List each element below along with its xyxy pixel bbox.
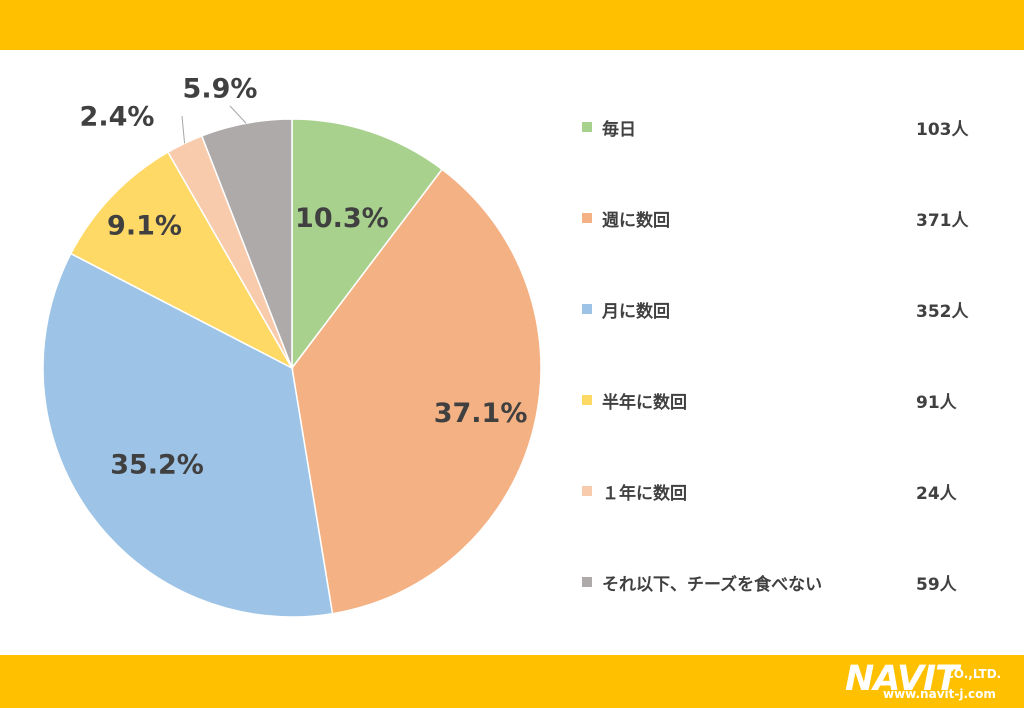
- legend-label: 週に数回: [602, 211, 670, 231]
- data-label-several-times-week: 37.1%: [434, 398, 528, 429]
- top-banner: [0, 0, 1024, 50]
- bottom-banner: [0, 655, 1024, 708]
- legend-item-several-times-month: 月に数回 352人: [582, 295, 982, 323]
- data-label-several-times-month: 35.2%: [110, 450, 204, 481]
- legend-item-daily: 毎日 103人: [582, 113, 982, 141]
- data-label-daily: 10.3%: [295, 203, 389, 234]
- data-label-less-or-never: 5.9%: [183, 74, 258, 105]
- legend-swatch: [582, 486, 592, 496]
- legend-swatch: [582, 304, 592, 314]
- legend-swatch: [582, 395, 592, 405]
- legend-label: 半年に数回: [602, 393, 687, 413]
- legend-item-several-times-week: 週に数回 371人: [582, 204, 982, 232]
- pie-slice-several-times-half-year: [69, 151, 294, 370]
- legend-label: 月に数回: [602, 302, 670, 322]
- leader-line-several-times-year: [181, 115, 186, 144]
- data-label-several-times-half-year: 9.1%: [107, 210, 182, 241]
- legend-count: 91人: [916, 393, 957, 413]
- legend-count: 103人: [916, 120, 969, 140]
- navit-logo: NAVIT CO.,LTD. www.navit-j.com: [845, 659, 1020, 705]
- legend-label: １年に数回: [602, 484, 687, 504]
- legend-item-several-times-half-year: 半年に数回 91人: [582, 386, 982, 414]
- legend-item-several-times-year: １年に数回 24人: [582, 477, 982, 505]
- legend-label: それ以下、チーズを食べない: [602, 575, 823, 595]
- pie-chart: 10.3% 37.1% 35.2% 9.1% 2.4% 5.9%: [42, 74, 542, 618]
- legend-swatch: [582, 577, 592, 587]
- logo-url: www.navit-j.com: [883, 687, 996, 701]
- pie-slice-several-times-week: [291, 168, 542, 615]
- logo-wordmark: NAVIT: [845, 659, 959, 699]
- leader-line-less-or-never: [229, 105, 247, 124]
- pie-slice-several-times-month: [42, 252, 334, 618]
- data-label-several-times-year: 2.4%: [80, 102, 155, 133]
- legend-count: 352人: [916, 302, 969, 322]
- legend-count: 24人: [916, 484, 957, 504]
- pie-slice-daily: [291, 118, 444, 371]
- legend-count: 59人: [916, 575, 957, 595]
- legend-label: 毎日: [602, 120, 636, 140]
- legend-count: 371人: [916, 211, 969, 231]
- logo-company-suffix: CO.,LTD.: [945, 667, 1002, 681]
- legend-swatch: [582, 122, 592, 132]
- legend-swatch: [582, 213, 592, 223]
- legend-item-less-or-never: それ以下、チーズを食べない 59人: [582, 568, 982, 596]
